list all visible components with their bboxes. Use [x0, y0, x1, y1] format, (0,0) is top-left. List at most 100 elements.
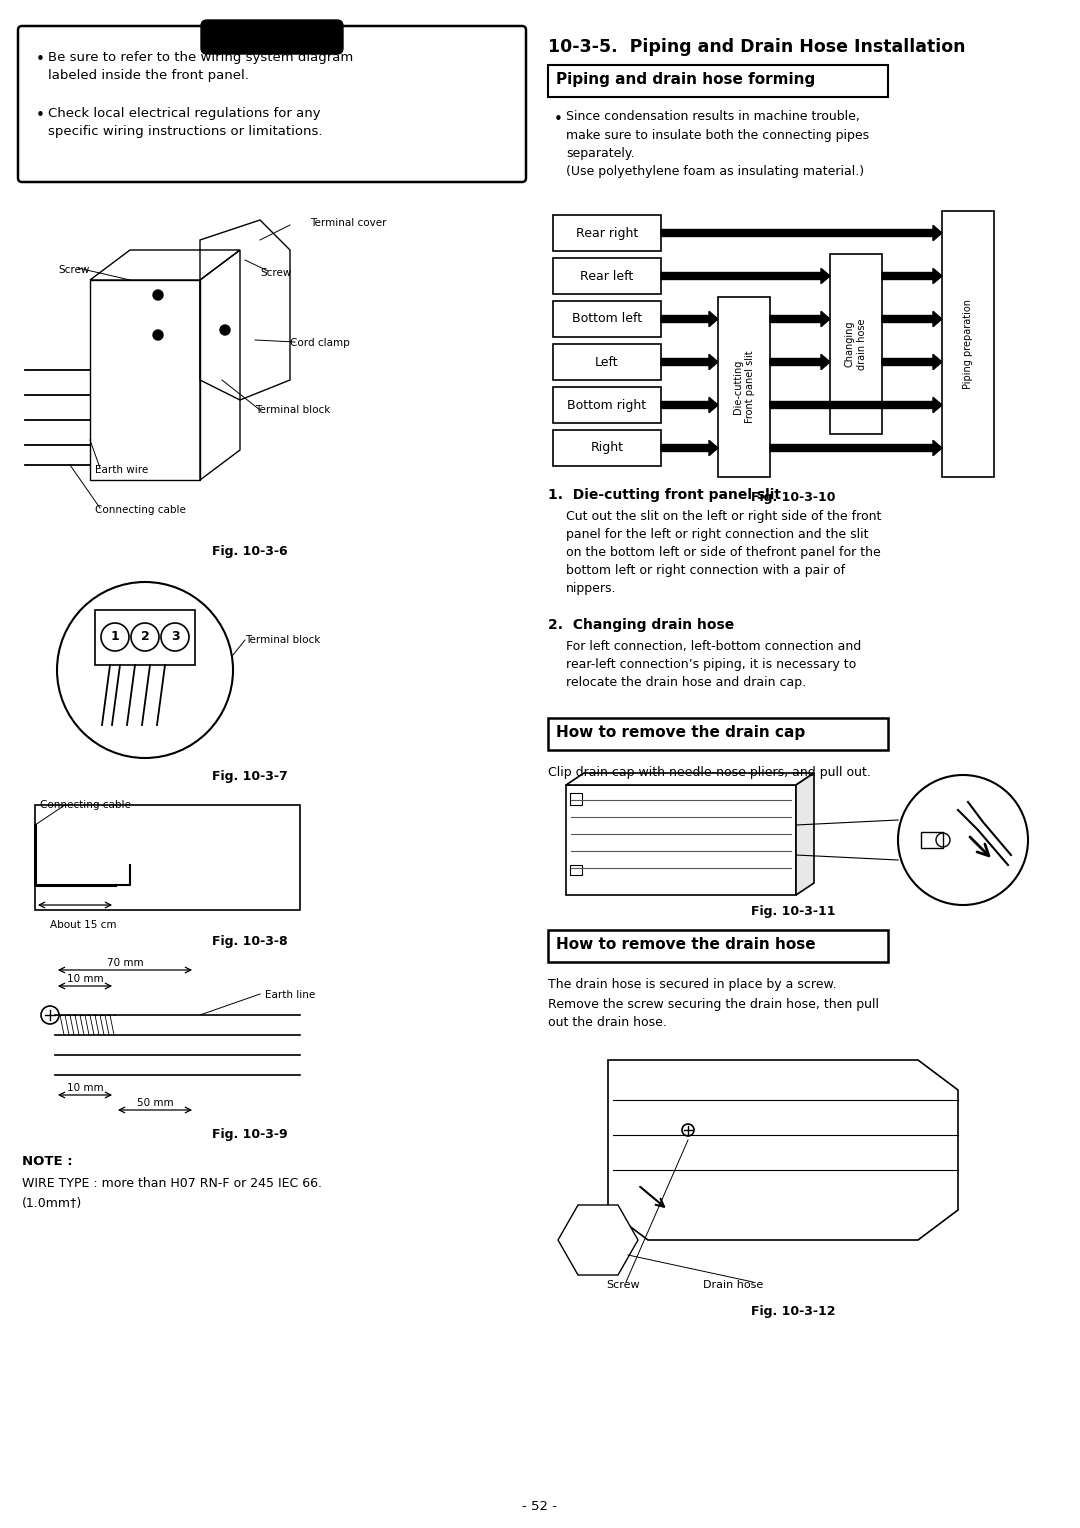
- Text: 1: 1: [110, 631, 120, 643]
- Text: NOTE :: NOTE :: [22, 1155, 72, 1167]
- Text: Piping and drain hose forming: Piping and drain hose forming: [556, 72, 815, 87]
- FancyArrow shape: [661, 397, 718, 413]
- Text: Be sure to refer to the wiring system diagram
labeled inside the front panel.: Be sure to refer to the wiring system di…: [48, 50, 353, 83]
- FancyArrow shape: [770, 312, 831, 327]
- FancyBboxPatch shape: [201, 20, 343, 53]
- Text: The drain hose is secured in place by a screw.: The drain hose is secured in place by a …: [548, 978, 837, 992]
- Text: 10 mm: 10 mm: [67, 1083, 104, 1093]
- Text: 3: 3: [171, 631, 179, 643]
- FancyArrow shape: [661, 225, 942, 241]
- Text: 10 mm: 10 mm: [67, 973, 104, 984]
- Text: For left connection, left-bottom connection and
rear-left connection’s piping, i: For left connection, left-bottom connect…: [566, 640, 861, 689]
- FancyArrow shape: [882, 312, 942, 327]
- Text: 2: 2: [140, 631, 149, 643]
- FancyArrow shape: [770, 397, 942, 413]
- Circle shape: [102, 623, 129, 651]
- Text: Fig. 10-3-10: Fig. 10-3-10: [751, 490, 835, 504]
- Bar: [553, 429, 661, 466]
- FancyArrow shape: [770, 354, 831, 370]
- Text: - 52 -: - 52 -: [523, 1500, 557, 1513]
- Text: About 15 cm: About 15 cm: [50, 920, 117, 931]
- Bar: [570, 865, 582, 876]
- Text: Right: Right: [591, 442, 623, 454]
- Bar: [548, 718, 888, 750]
- Text: Screw: Screw: [58, 264, 90, 275]
- Bar: [553, 387, 661, 423]
- Text: Fig. 10-3-8: Fig. 10-3-8: [212, 935, 287, 947]
- FancyArrow shape: [661, 312, 718, 327]
- Bar: [718, 296, 770, 477]
- Text: Die-cutting
Front panel slit: Die-cutting Front panel slit: [733, 351, 755, 423]
- Circle shape: [681, 1125, 694, 1135]
- Text: How to remove the drain cap: How to remove the drain cap: [556, 724, 806, 740]
- Text: Earth line: Earth line: [265, 990, 315, 999]
- Text: WIRE TYPE : more than H07 RN-F or 245 IEC 66.: WIRE TYPE : more than H07 RN-F or 245 IE…: [22, 1177, 322, 1190]
- Bar: [831, 254, 882, 434]
- Text: Bottom left: Bottom left: [572, 313, 643, 325]
- Circle shape: [220, 325, 230, 335]
- Text: Earth wire: Earth wire: [95, 465, 148, 475]
- Text: Check local electrical regulations for any
specific wiring instructions or limit: Check local electrical regulations for a…: [48, 107, 323, 138]
- Circle shape: [153, 290, 163, 299]
- Text: Terminal cover: Terminal cover: [310, 219, 387, 228]
- Bar: [548, 66, 888, 96]
- Text: Cord clamp: Cord clamp: [291, 338, 350, 348]
- FancyArrow shape: [882, 354, 942, 370]
- Text: Piping preparation: Piping preparation: [963, 299, 973, 390]
- Text: Screw: Screw: [606, 1280, 639, 1290]
- Polygon shape: [796, 773, 814, 895]
- Text: Terminal block: Terminal block: [245, 636, 321, 645]
- Text: Connecting cable: Connecting cable: [95, 504, 186, 515]
- Text: Bottom right: Bottom right: [567, 399, 647, 411]
- Text: 10-3-5.  Piping and Drain Hose Installation: 10-3-5. Piping and Drain Hose Installati…: [548, 38, 966, 57]
- Text: Screw: Screw: [260, 267, 292, 278]
- Polygon shape: [566, 773, 814, 785]
- Text: (1.0mm†): (1.0mm†): [22, 1196, 82, 1210]
- Text: Changing
drain hose: Changing drain hose: [845, 318, 867, 370]
- FancyArrow shape: [661, 269, 831, 284]
- Text: Left: Left: [595, 356, 619, 368]
- Text: Terminal block: Terminal block: [255, 405, 330, 416]
- Circle shape: [131, 623, 159, 651]
- Text: Fig. 10-3-6: Fig. 10-3-6: [212, 545, 287, 558]
- Text: Drain hose: Drain hose: [703, 1280, 764, 1290]
- Circle shape: [153, 330, 163, 341]
- Text: Clip drain cap with needle-nose pliers, and pull out.: Clip drain cap with needle-nose pliers, …: [548, 766, 870, 779]
- Text: Rear left: Rear left: [580, 269, 634, 283]
- Polygon shape: [608, 1060, 958, 1241]
- FancyArrow shape: [661, 354, 718, 370]
- Circle shape: [897, 775, 1028, 905]
- Text: Fig. 10-3-7: Fig. 10-3-7: [212, 770, 288, 782]
- Text: Rear right: Rear right: [576, 226, 638, 240]
- Text: •: •: [554, 112, 563, 127]
- Bar: [553, 301, 661, 338]
- Bar: [553, 344, 661, 380]
- Text: 2.  Changing drain hose: 2. Changing drain hose: [548, 617, 734, 633]
- Text: 1.  Die-cutting front panel slit: 1. Die-cutting front panel slit: [548, 487, 781, 503]
- Bar: [921, 833, 943, 848]
- Text: Since condensation results in machine trouble,
make sure to insulate both the co: Since condensation results in machine tr…: [566, 110, 869, 179]
- Text: 70 mm: 70 mm: [107, 958, 144, 969]
- FancyArrow shape: [770, 440, 942, 455]
- Text: Cut out the slit on the left or right side of the front
panel for the left or ri: Cut out the slit on the left or right si…: [566, 510, 881, 594]
- FancyArrow shape: [661, 440, 718, 455]
- FancyBboxPatch shape: [18, 26, 526, 182]
- Bar: [553, 258, 661, 293]
- Bar: [553, 215, 661, 251]
- Bar: [942, 211, 994, 477]
- FancyArrow shape: [882, 269, 942, 284]
- Text: Fig. 10-3-11: Fig. 10-3-11: [751, 905, 835, 918]
- Text: Remove the screw securing the drain hose, then pull
out the drain hose.: Remove the screw securing the drain hose…: [548, 998, 879, 1028]
- Text: Fig. 10-3-9: Fig. 10-3-9: [212, 1128, 287, 1141]
- Text: •: •: [36, 52, 45, 67]
- Text: Connecting cable: Connecting cable: [40, 801, 131, 810]
- Bar: [570, 793, 582, 805]
- Bar: [35, 805, 300, 911]
- Text: 50 mm: 50 mm: [137, 1099, 173, 1108]
- Text: How to remove the drain hose: How to remove the drain hose: [556, 937, 815, 952]
- Bar: [566, 785, 796, 895]
- Circle shape: [161, 623, 189, 651]
- Polygon shape: [558, 1206, 638, 1274]
- Bar: [95, 610, 195, 665]
- Text: •: •: [36, 108, 45, 122]
